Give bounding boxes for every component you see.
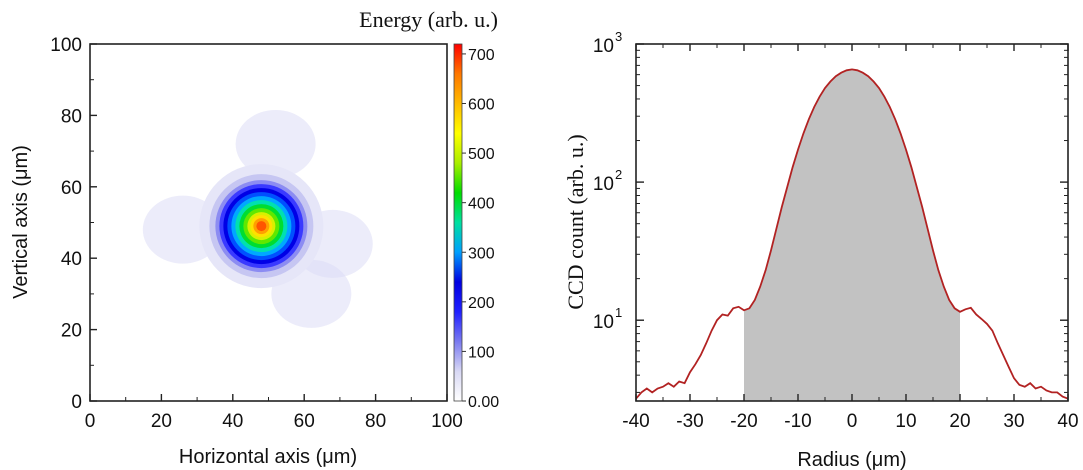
line-y-tick-label: 10 bbox=[593, 36, 614, 57]
colorbar-tick-label: 600 bbox=[468, 97, 495, 114]
colorbar-tick-label: 200 bbox=[468, 295, 495, 312]
colorbar: 0.00 100 200 300 400 500 600 700 Energy (arb. u… bbox=[359, 7, 499, 411]
heatmap-y-tick-label: 100 bbox=[50, 35, 82, 56]
line-x-tick-label: 10 bbox=[895, 411, 916, 432]
halo-lobe-2 bbox=[235, 109, 316, 178]
colorbar-title: Energy (arb. u.) bbox=[359, 7, 498, 32]
heatmap-y-axis-label: Vertical axis (μm) bbox=[10, 145, 32, 299]
heatmap-y-tick-label: 40 bbox=[61, 249, 82, 270]
line-x-tick-label: -10 bbox=[784, 411, 811, 432]
colorbar-frame bbox=[453, 43, 463, 402]
colorbar-tick-label: 0.00 bbox=[468, 394, 499, 411]
colorbar-tick-label: 700 bbox=[468, 47, 495, 64]
heatmap-y-tick-label: 60 bbox=[61, 178, 82, 199]
heatmap-y-tick-label: 80 bbox=[61, 106, 82, 127]
spot-ring-13 bbox=[256, 221, 267, 232]
line-y-tick-exponent: 2 bbox=[615, 167, 622, 182]
shaded-area bbox=[744, 69, 960, 401]
line-y-tick-exponent: 1 bbox=[615, 305, 622, 320]
colorbar-tick-label: 400 bbox=[468, 196, 495, 213]
line-x-tick-label: 40 bbox=[1057, 411, 1078, 432]
heatmap-image bbox=[142, 109, 373, 328]
colorbar-tick-label: 500 bbox=[468, 146, 495, 163]
line-y-tick-label: 10 bbox=[593, 312, 614, 333]
heatmap-panel: 0 20 40 60 80 100 0 20 40 60 80 100 Horizontal axis… bbox=[10, 35, 463, 468]
heatmap-x-tick-label: 80 bbox=[365, 411, 386, 432]
line-x-axis-label: Radius (μm) bbox=[797, 449, 906, 470]
line-y-tick-exponent: 3 bbox=[615, 29, 622, 44]
line-y-axis-label: CCD count (arb. u.) bbox=[563, 134, 588, 309]
heatmap-x-axis-label: Horizontal axis (μm) bbox=[179, 446, 357, 468]
colorbar-ticks: 0.00 100 200 300 400 500 600 700 bbox=[462, 47, 499, 411]
line-x-tick-label: 30 bbox=[1003, 411, 1024, 432]
line-x-tick-label: -20 bbox=[730, 411, 757, 432]
heatmap-y-tick-label: 0 bbox=[71, 392, 82, 413]
colorbar-tick-label: 100 bbox=[468, 344, 495, 361]
line-x-tick-label: -30 bbox=[676, 411, 703, 432]
heatmap-x-tick-label: 0 bbox=[85, 411, 96, 432]
heatmap-x-tick-label: 20 bbox=[151, 411, 172, 432]
line-x-tick-label: 20 bbox=[949, 411, 970, 432]
heatmap-x-tick-label: 40 bbox=[222, 411, 243, 432]
ccd-count-line bbox=[636, 68, 1068, 400]
heatmap-y-tick-label: 20 bbox=[61, 321, 82, 342]
colorbar-tick-label: 300 bbox=[468, 245, 495, 262]
heatmap-x-tick-label: 60 bbox=[294, 411, 315, 432]
line-x-tick-label: -40 bbox=[622, 411, 649, 432]
heatmap-x-tick-label: 100 bbox=[431, 411, 463, 432]
heatmap-ticks: 0 20 40 60 80 100 0 20 40 60 80 100 bbox=[50, 35, 463, 432]
line-x-tick-label: 0 bbox=[847, 411, 858, 432]
line-y-tick-label: 10 bbox=[593, 174, 614, 195]
colorbar-gradient bbox=[454, 44, 462, 401]
